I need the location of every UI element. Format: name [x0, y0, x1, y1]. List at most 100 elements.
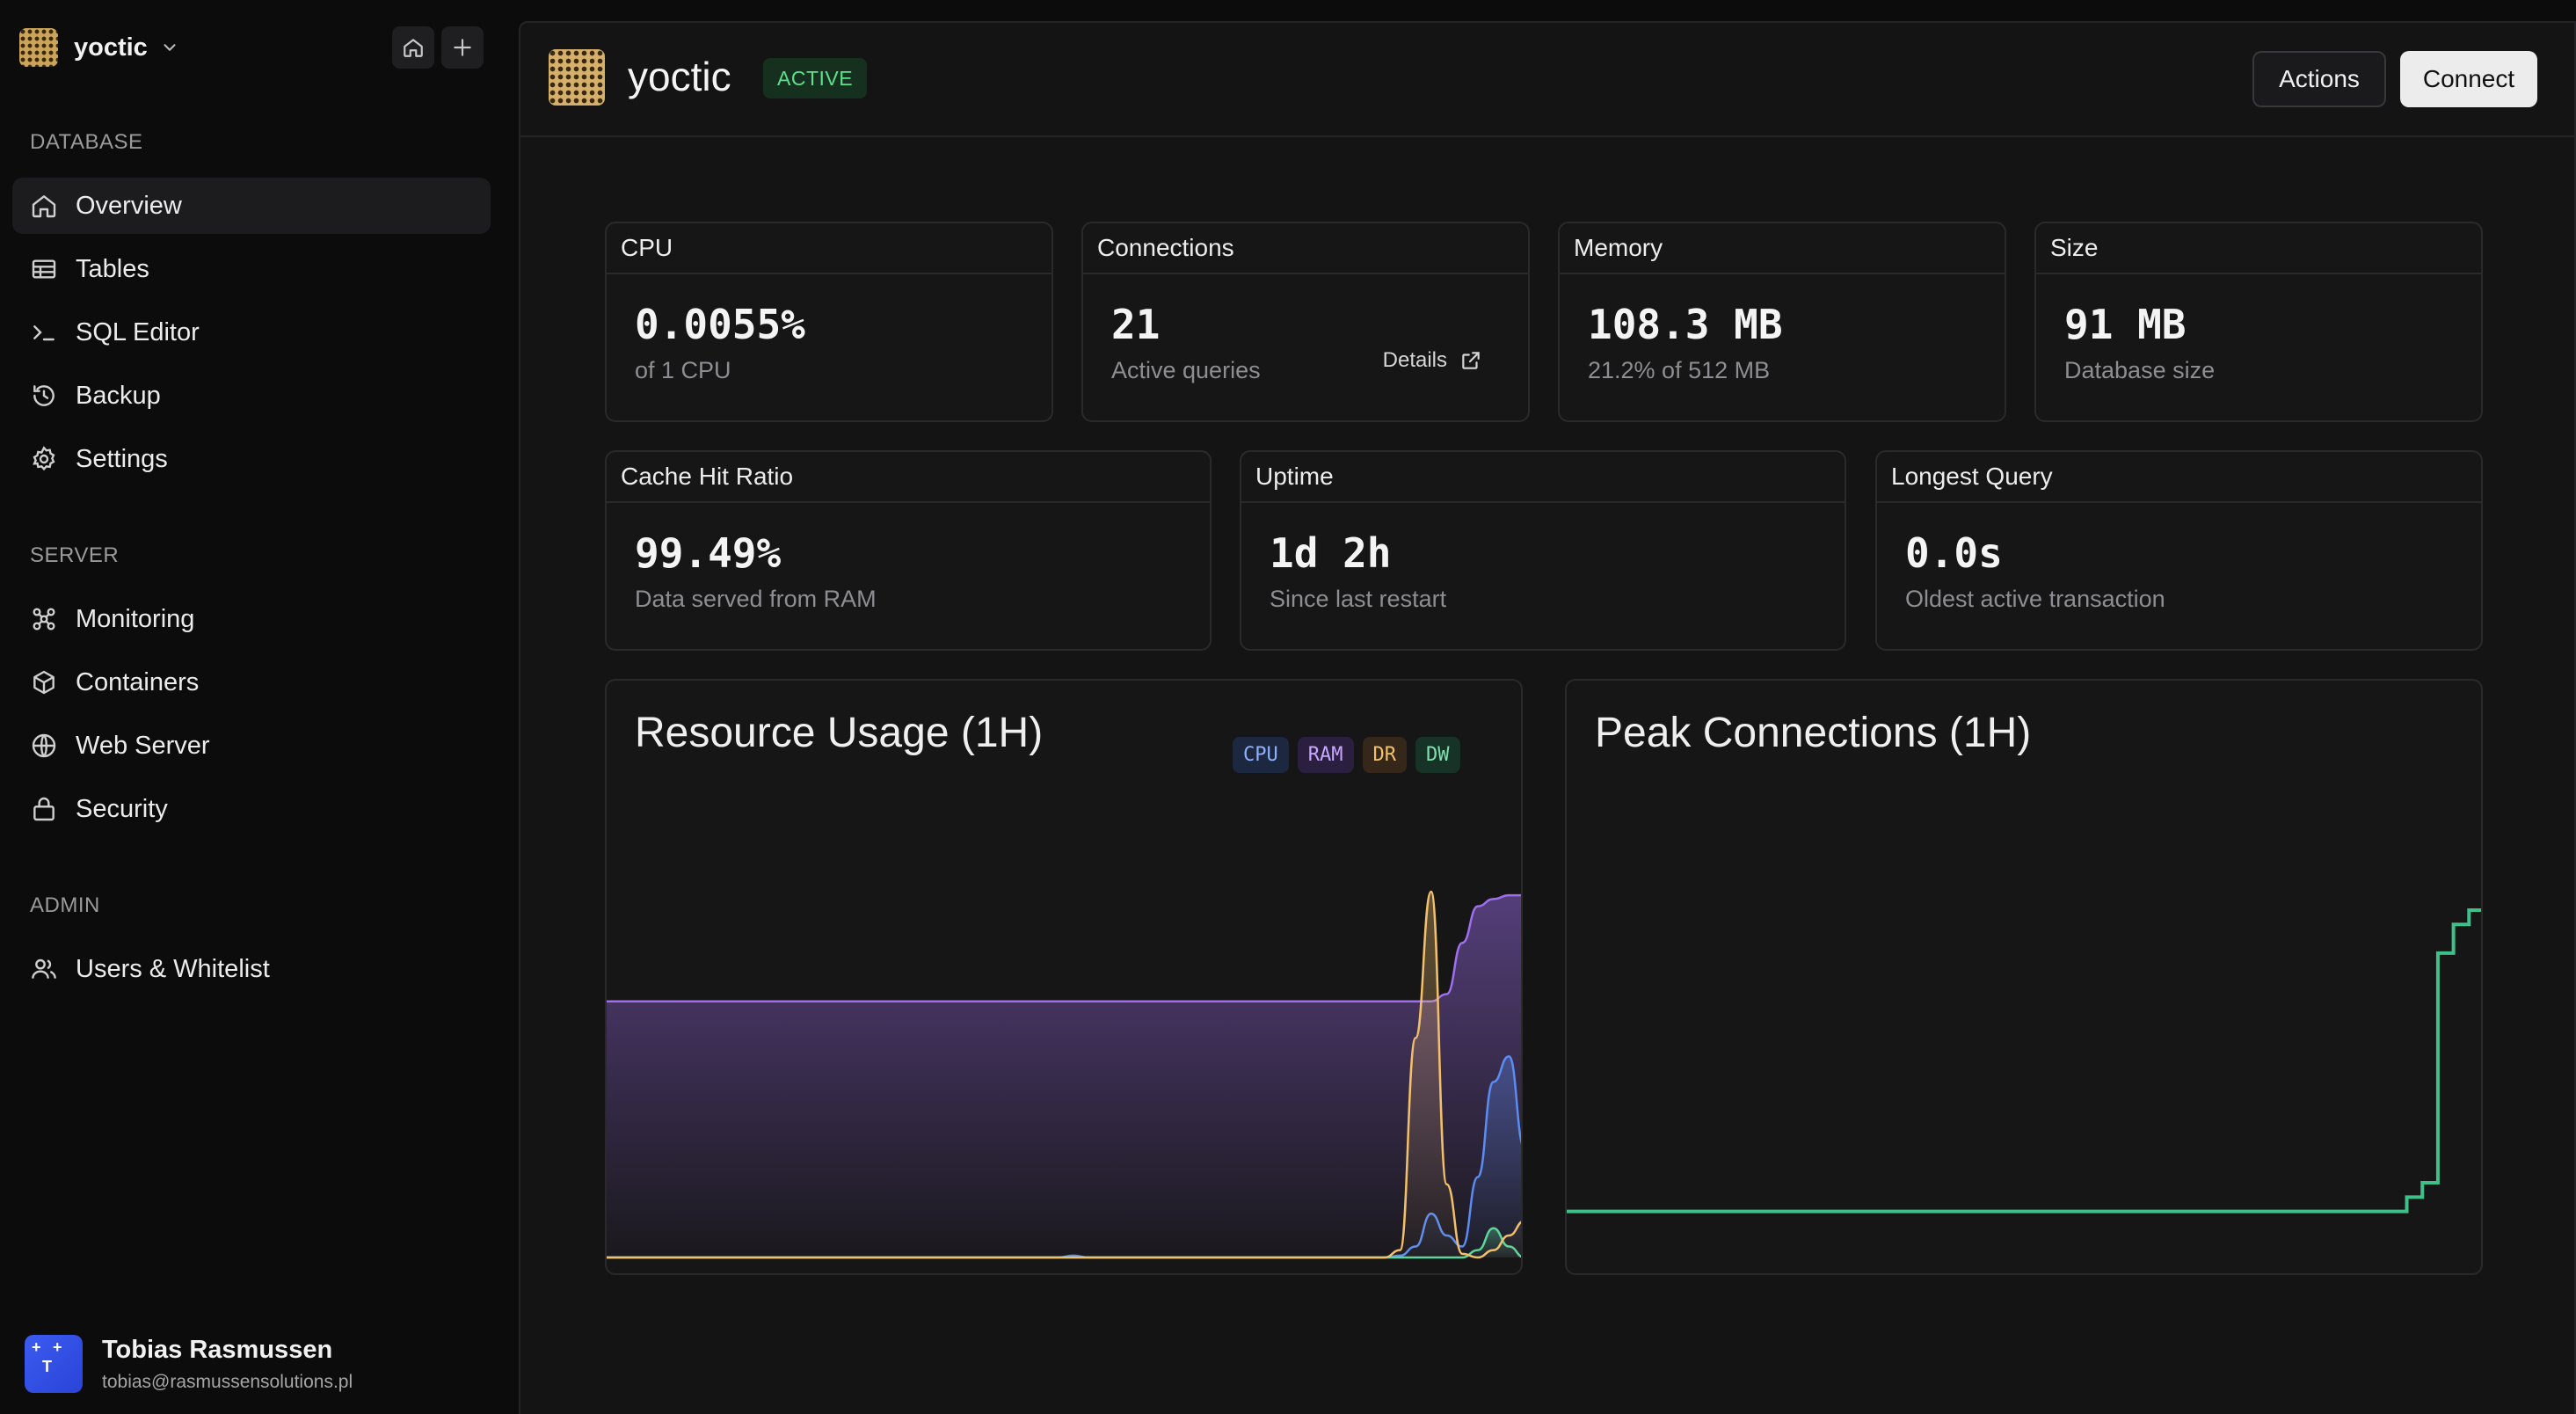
- sidebar: yoctic DATABASE Overview Tables SQL Edit…: [0, 0, 519, 1414]
- sidebar-item-monitoring[interactable]: Monitoring: [12, 591, 491, 647]
- memory-value: 108.3 MB: [1588, 301, 1783, 348]
- stat-card-cache-hit-ratio: Cache Hit Ratio 99.49% Data served from …: [605, 450, 1212, 651]
- legend-item-dw: DW: [1415, 737, 1460, 773]
- stat-card-size: Size 91 MB Database size: [2034, 222, 2483, 422]
- longest-query-subtitle: Oldest active transaction: [1905, 586, 2165, 612]
- series-area-ram: [607, 895, 1521, 1257]
- legend-item-ram: RAM: [1297, 737, 1354, 773]
- chevron-down-icon: [164, 44, 176, 51]
- sidebar-item-label: Settings: [76, 444, 168, 473]
- user-profile[interactable]: + + T Tobias Rasmussen tobias@rasmussensol…: [25, 1335, 353, 1393]
- size-value: 91 MB: [2064, 301, 2187, 348]
- stat-card-connections: Connections 21 Active queries Details: [1081, 222, 1530, 422]
- sidebar-item-containers[interactable]: Containers: [12, 654, 491, 711]
- card-title: CPU: [607, 223, 1052, 274]
- series-area-dr: [607, 892, 1521, 1257]
- avatar: + + T: [25, 1335, 83, 1393]
- peak-connections-plot: [1567, 907, 2481, 1214]
- gear-icon: [33, 446, 55, 471]
- terminal-icon: [33, 325, 55, 341]
- sidebar-item-label: Security: [76, 794, 168, 823]
- sidebar-item-label: Overview: [76, 191, 182, 220]
- uptime-value: 1d 2h: [1270, 529, 1392, 577]
- page-header: yoctic ACTIVE Actions Connect: [520, 23, 2574, 137]
- cache-subtitle: Data served from RAM: [635, 586, 877, 612]
- workspace-name: yoctic: [74, 33, 148, 62]
- sidebar-item-label: Backup: [76, 381, 161, 410]
- external-link-icon: [1462, 352, 1480, 369]
- stat-card-longest-query: Longest Query 0.0s Oldest active transac…: [1875, 450, 2483, 651]
- card-title: Memory: [1560, 223, 2005, 274]
- resource-usage-chart: Resource Usage (1H) CPU RAM DR DW: [605, 679, 1523, 1275]
- history-icon: [33, 385, 55, 406]
- main-panel: yoctic ACTIVE Actions Connect CPU 0.0055…: [519, 21, 2576, 1414]
- connect-button[interactable]: Connect: [2400, 51, 2537, 107]
- chart-legend: CPU RAM DR DW: [1233, 737, 1460, 773]
- cpu-subtitle: of 1 CPU: [635, 357, 731, 383]
- home-icon: [404, 39, 423, 57]
- legend-item-cpu: CPU: [1233, 737, 1289, 773]
- lock-icon: [33, 797, 55, 821]
- stat-card-uptime: Uptime 1d 2h Since last restart: [1240, 450, 1846, 651]
- connections-value: 21: [1111, 301, 1161, 348]
- section-label-server: SERVER: [30, 543, 120, 567]
- sidebar-item-sql-editor[interactable]: SQL Editor: [12, 304, 491, 361]
- card-title: Uptime: [1241, 452, 1845, 503]
- sidebar-item-label: Containers: [76, 667, 200, 696]
- stat-card-memory: Memory 108.3 MB 21.2% of 512 MB: [1558, 222, 2006, 422]
- sidebar-item-label: Web Server: [76, 731, 210, 760]
- database-logo: [549, 49, 605, 106]
- sidebar-item-backup[interactable]: Backup: [12, 368, 491, 424]
- sidebar-item-label: Tables: [76, 254, 149, 283]
- series-line-ram: [607, 893, 1521, 1003]
- user-name: Tobias Rasmussen: [102, 1335, 333, 1364]
- table-icon: [32, 259, 56, 279]
- sidebar-item-label: SQL Editor: [76, 317, 200, 346]
- sidebar-item-settings[interactable]: Settings: [12, 431, 491, 487]
- users-icon: [32, 958, 56, 979]
- series-line-dr: [607, 890, 1521, 1259]
- size-subtitle: Database size: [2064, 357, 2216, 383]
- cache-value: 99.49%: [635, 529, 782, 577]
- memory-subtitle: 21.2% of 512 MB: [1588, 357, 1771, 383]
- series-line-connections: [1567, 907, 2481, 1214]
- uptime-subtitle: Since last restart: [1270, 586, 1447, 612]
- network-icon: [33, 608, 55, 630]
- cpu-value: 0.0055%: [635, 301, 805, 348]
- home-icon: [32, 195, 56, 218]
- section-label-admin: ADMIN: [30, 893, 100, 917]
- sidebar-item-security[interactable]: Security: [12, 781, 491, 837]
- chart-title: Peak Connections (1H): [1595, 710, 2032, 756]
- sidebar-item-users-whitelist[interactable]: Users & Whitelist: [12, 941, 491, 997]
- sidebar-item-tables[interactable]: Tables: [12, 241, 491, 297]
- sidebar-item-web-server[interactable]: Web Server: [12, 718, 491, 774]
- add-button[interactable]: [441, 26, 484, 69]
- box-icon: [33, 670, 55, 695]
- actions-button[interactable]: Actions: [2252, 51, 2386, 107]
- sidebar-item-overview[interactable]: Overview: [12, 178, 491, 234]
- plus-icon: [454, 39, 471, 56]
- workspace-switcher[interactable]: yoctic: [19, 26, 179, 69]
- workspace-logo: [19, 28, 58, 67]
- section-label-database: DATABASE: [30, 130, 143, 154]
- card-title: Longest Query: [1877, 452, 2481, 503]
- chart-title: Resource Usage (1H): [635, 710, 1044, 756]
- details-link[interactable]: Details: [1383, 348, 1482, 373]
- peak-connections-chart: Peak Connections (1H): [1565, 679, 2483, 1275]
- connections-subtitle: Active queries: [1111, 357, 1261, 383]
- longest-query-value: 0.0s: [1905, 529, 2003, 577]
- home-button[interactable]: [392, 26, 434, 69]
- sidebar-item-label: Users & Whitelist: [76, 954, 270, 983]
- page-title: yoctic: [628, 54, 731, 99]
- details-label: Details: [1382, 348, 1447, 372]
- sidebar-item-label: Monitoring: [76, 604, 195, 633]
- globe-icon: [32, 733, 56, 758]
- status-badge: ACTIVE: [763, 58, 868, 98]
- card-title: Size: [2036, 223, 2481, 274]
- legend-item-dr: DR: [1362, 737, 1407, 773]
- resource-usage-plot: [607, 890, 1521, 1259]
- stat-card-cpu: CPU 0.0055% of 1 CPU: [605, 222, 1053, 422]
- user-email: tobias@rasmussensolutions.pl: [102, 1371, 353, 1392]
- card-title: Cache Hit Ratio: [607, 452, 1210, 503]
- card-title: Connections: [1083, 223, 1528, 274]
